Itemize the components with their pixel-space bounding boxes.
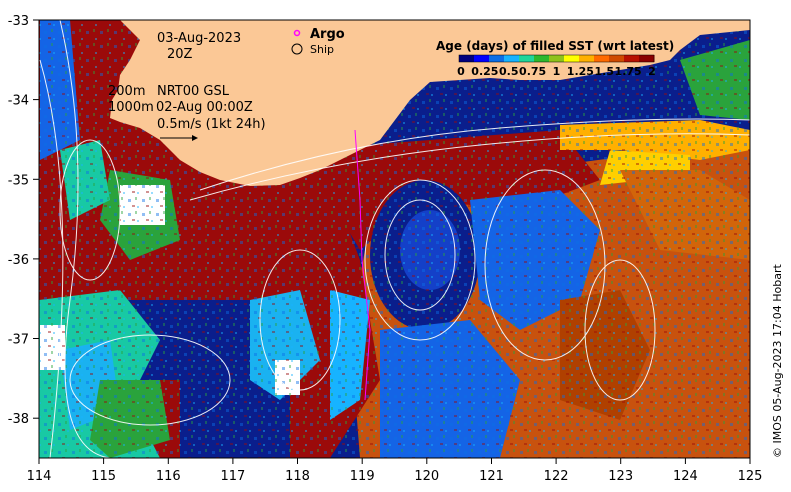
map-time: 20Z (167, 47, 193, 62)
colorbar-tick-label: 0 (457, 65, 465, 78)
colorbar-tick-label: 1 (553, 65, 561, 78)
colorbar-swatch (639, 55, 655, 62)
current-scale-arrow-icon (160, 135, 198, 141)
axis-ticks (33, 19, 751, 464)
colorbar-tick-labels: 0 0.25 0.5 0.75 1 1.25 1.5 1.75 2 (457, 65, 656, 78)
lon-label: 119 (350, 469, 375, 484)
lon-label: 122 (544, 469, 569, 484)
colorbar-swatch (549, 55, 565, 62)
colorbar-title: Age (days) of filled SST (wrt latest) (436, 39, 674, 53)
lon-label: 123 (608, 469, 633, 484)
argo-marker-icon (293, 29, 301, 37)
lon-label: 124 (673, 469, 698, 484)
credit-text: © IMOS 05-Aug-2023 17:04 Hobart (771, 264, 784, 458)
colorbar-swatch (594, 55, 610, 62)
map-annotations: 03-Aug-2023 20Z 200m 1000m NRT00 GSL 02-… (108, 31, 266, 132)
ship-legend-label: Ship (310, 43, 334, 56)
lon-label: 117 (220, 469, 245, 484)
sst-field (39, 20, 750, 458)
lon-label: 120 (414, 469, 439, 484)
lon-label: 121 (479, 469, 504, 484)
colorbar-tick-label: 2 (648, 65, 656, 78)
contour-lines (39, 20, 750, 458)
lon-label: 114 (27, 469, 52, 484)
lat-label: -38 (8, 412, 29, 427)
map-date: 03-Aug-2023 (157, 31, 241, 46)
colorbar-tick-label: 0.5 (499, 65, 519, 78)
lon-label: 115 (91, 469, 116, 484)
lon-axis-labels: 114 115 116 117 118 119 120 121 122 123 … (27, 469, 763, 484)
colorbar-tick-label: 0.75 (519, 65, 546, 78)
colorbar-swatch (624, 55, 640, 62)
depth-line-1000: 1000m (108, 100, 154, 115)
platform-legend: Argo Ship (291, 27, 345, 56)
current-scale: 0.5m/s (1kt 24h) (157, 117, 266, 132)
product-name: NRT00 GSL (157, 84, 230, 99)
colorbar-swatches (459, 55, 655, 62)
colorbar-swatch (504, 55, 520, 62)
lon-label: 118 (285, 469, 310, 484)
colorbar-tick-label: 0.25 (471, 65, 498, 78)
colorbar-swatch (489, 55, 505, 62)
lat-label: -35 (8, 173, 29, 188)
colorbar-swatch (474, 55, 490, 62)
lat-label: -36 (8, 253, 29, 268)
colorbar-swatch (609, 55, 625, 62)
colorbar-swatch (579, 55, 595, 62)
lat-label: -37 (8, 333, 29, 348)
colorbar-tick-label: 1.75 (615, 65, 642, 78)
colorbar-tick-label: 1.25 (567, 65, 594, 78)
lat-axis-labels: -33 -34 -35 -36 -37 -38 (8, 14, 29, 427)
argo-legend-label: Argo (310, 27, 345, 42)
lon-label: 116 (156, 469, 181, 484)
colorbar-swatch (459, 55, 475, 62)
colorbar-tick-label: 1.5 (595, 65, 615, 78)
product-time: 02-Aug 00:00Z (156, 100, 253, 115)
argo-track (354, 129, 371, 401)
lon-label: 125 (738, 469, 763, 484)
colorbar-swatch (519, 55, 535, 62)
plot-frame (38, 19, 751, 459)
colorbar-swatch (564, 55, 580, 62)
lat-label: -33 (8, 14, 29, 29)
colorbar-swatch (534, 55, 550, 62)
depth-line-200: 200m (108, 84, 145, 99)
ship-marker-icon (291, 43, 303, 55)
lat-label: -34 (8, 94, 29, 109)
